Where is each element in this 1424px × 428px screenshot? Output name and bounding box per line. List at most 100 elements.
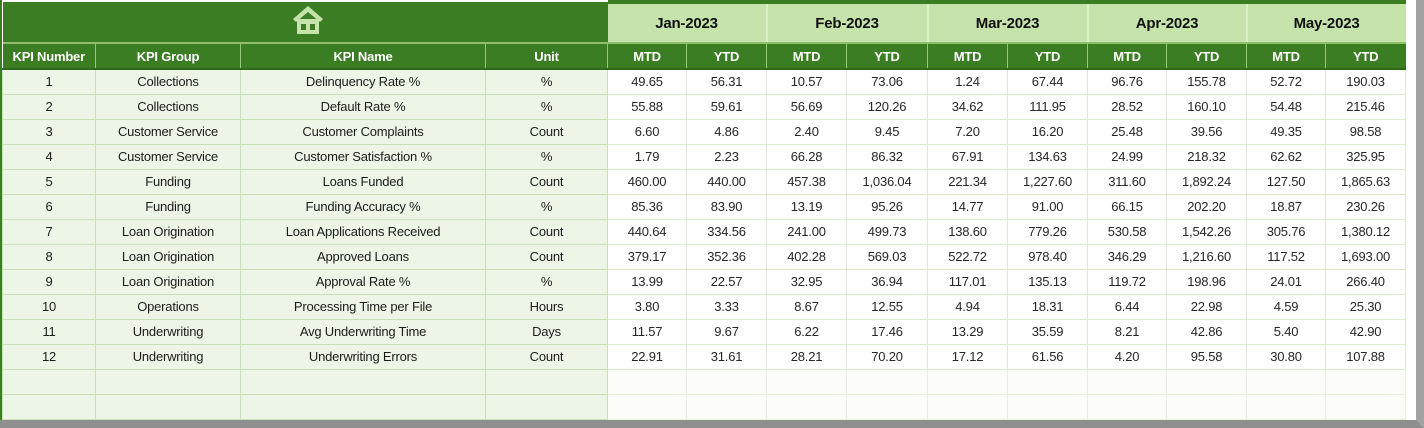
empty-value-cell[interactable] <box>1006 368 1089 395</box>
empty-meta-cell[interactable] <box>95 368 241 395</box>
value-cell[interactable]: 12.55 <box>846 293 928 320</box>
kpi-number-cell[interactable]: 3 <box>2 118 96 145</box>
value-cell[interactable]: 17.12 <box>927 343 1008 370</box>
subheader-mtd[interactable]: MTD <box>766 43 847 70</box>
kpi-name-cell[interactable]: Default Rate % <box>240 93 486 120</box>
value-cell[interactable]: 36.94 <box>846 268 928 295</box>
value-cell[interactable]: 379.17 <box>607 243 687 270</box>
value-cell[interactable]: 96.76 <box>1087 68 1168 95</box>
value-cell[interactable]: 25.30 <box>1325 293 1407 320</box>
value-cell[interactable]: 190.03 <box>1325 68 1407 95</box>
value-cell[interactable]: 1.79 <box>607 143 687 170</box>
value-cell[interactable]: 107.88 <box>1325 343 1407 370</box>
month-header[interactable]: Mar-2023 <box>926 0 1088 44</box>
kpi-group-cell[interactable]: Collections <box>95 68 241 95</box>
unit-cell[interactable]: % <box>485 143 608 170</box>
value-cell[interactable]: 83.90 <box>686 193 767 220</box>
empty-meta-cell[interactable] <box>485 368 608 395</box>
value-cell[interactable]: 56.69 <box>766 93 847 120</box>
empty-value-cell[interactable] <box>846 368 928 395</box>
value-cell[interactable]: 160.10 <box>1166 93 1248 120</box>
kpi-number-cell[interactable]: 12 <box>2 343 96 370</box>
value-cell[interactable]: 32.95 <box>766 268 847 295</box>
unit-cell[interactable]: Count <box>485 118 608 145</box>
value-cell[interactable]: 86.32 <box>846 143 928 170</box>
value-cell[interactable]: 120.26 <box>846 93 928 120</box>
value-cell[interactable]: 10.57 <box>766 68 847 95</box>
unit-cell[interactable]: % <box>485 268 608 295</box>
empty-value-cell[interactable] <box>1246 368 1327 395</box>
empty-value-cell[interactable] <box>1166 368 1248 395</box>
value-cell[interactable]: 457.38 <box>766 168 847 195</box>
value-cell[interactable]: 198.96 <box>1166 268 1248 295</box>
value-cell[interactable]: 17.46 <box>846 318 928 345</box>
month-header[interactable]: Apr-2023 <box>1086 0 1247 44</box>
kpi-number-cell[interactable]: 10 <box>2 293 96 320</box>
value-cell[interactable]: 56.31 <box>686 68 767 95</box>
kpi-group-cell[interactable]: Collections <box>95 93 241 120</box>
value-cell[interactable]: 202.20 <box>1166 193 1248 220</box>
value-cell[interactable]: 61.56 <box>1006 343 1089 370</box>
subheader-ytd[interactable]: YTD <box>686 43 767 70</box>
value-cell[interactable]: 95.26 <box>846 193 928 220</box>
value-cell[interactable]: 1,227.60 <box>1006 168 1089 195</box>
empty-value-cell[interactable] <box>1325 393 1407 420</box>
month-header[interactable]: May-2023 <box>1245 0 1406 44</box>
subheader-mtd[interactable]: MTD <box>927 43 1008 70</box>
column-header[interactable]: KPI Group <box>95 43 241 70</box>
value-cell[interactable]: 16.20 <box>1006 118 1089 145</box>
unit-cell[interactable]: Count <box>485 218 608 245</box>
value-cell[interactable]: 3.80 <box>607 293 687 320</box>
kpi-number-cell[interactable]: 2 <box>2 93 96 120</box>
value-cell[interactable]: 67.44 <box>1006 68 1089 95</box>
value-cell[interactable]: 1,036.04 <box>846 168 928 195</box>
value-cell[interactable]: 25.48 <box>1087 118 1168 145</box>
value-cell[interactable]: 66.28 <box>766 143 847 170</box>
value-cell[interactable]: 42.86 <box>1166 318 1248 345</box>
value-cell[interactable]: 3.33 <box>686 293 767 320</box>
value-cell[interactable]: 7.20 <box>927 118 1008 145</box>
value-cell[interactable]: 241.00 <box>766 218 847 245</box>
empty-value-cell[interactable] <box>846 393 928 420</box>
kpi-number-cell[interactable]: 1 <box>2 68 96 95</box>
value-cell[interactable]: 28.21 <box>766 343 847 370</box>
kpi-group-cell[interactable]: Customer Service <box>95 143 241 170</box>
kpi-name-cell[interactable]: Delinquency Rate % <box>240 68 486 95</box>
empty-meta-cell[interactable] <box>485 393 608 420</box>
unit-cell[interactable]: % <box>485 93 608 120</box>
subheader-ytd[interactable]: YTD <box>1006 43 1088 70</box>
value-cell[interactable]: 1,542.26 <box>1166 218 1248 245</box>
subheader-mtd[interactable]: MTD <box>1246 43 1326 70</box>
empty-value-cell[interactable] <box>766 393 847 420</box>
kpi-name-cell[interactable]: Processing Time per File <box>240 293 486 320</box>
value-cell[interactable]: 18.87 <box>1246 193 1327 220</box>
kpi-group-cell[interactable]: Customer Service <box>95 118 241 145</box>
empty-value-cell[interactable] <box>1246 393 1327 420</box>
kpi-group-cell[interactable]: Loan Origination <box>95 218 241 245</box>
value-cell[interactable]: 499.73 <box>846 218 928 245</box>
value-cell[interactable]: 1,892.24 <box>1166 168 1248 195</box>
value-cell[interactable]: 522.72 <box>927 243 1008 270</box>
empty-value-cell[interactable] <box>686 393 767 420</box>
unit-cell[interactable]: Count <box>485 168 608 195</box>
value-cell[interactable]: 6.44 <box>1087 293 1168 320</box>
empty-meta-cell[interactable] <box>2 393 96 420</box>
unit-cell[interactable]: % <box>485 68 608 95</box>
value-cell[interactable]: 127.50 <box>1246 168 1327 195</box>
value-cell[interactable]: 117.52 <box>1246 243 1327 270</box>
kpi-number-cell[interactable]: 5 <box>2 168 96 195</box>
empty-value-cell[interactable] <box>927 393 1008 420</box>
unit-cell[interactable]: Count <box>485 243 608 270</box>
value-cell[interactable]: 530.58 <box>1087 218 1168 245</box>
value-cell[interactable]: 138.60 <box>927 218 1008 245</box>
kpi-name-cell[interactable]: Funding Accuracy % <box>240 193 486 220</box>
empty-meta-cell[interactable] <box>2 368 96 395</box>
value-cell[interactable]: 28.52 <box>1087 93 1168 120</box>
value-cell[interactable]: 24.99 <box>1087 143 1168 170</box>
kpi-group-cell[interactable]: Funding <box>95 193 241 220</box>
kpi-group-cell[interactable]: Loan Origination <box>95 243 241 270</box>
value-cell[interactable]: 135.13 <box>1006 268 1089 295</box>
value-cell[interactable]: 4.86 <box>686 118 767 145</box>
value-cell[interactable]: 352.36 <box>686 243 767 270</box>
empty-value-cell[interactable] <box>766 368 847 395</box>
